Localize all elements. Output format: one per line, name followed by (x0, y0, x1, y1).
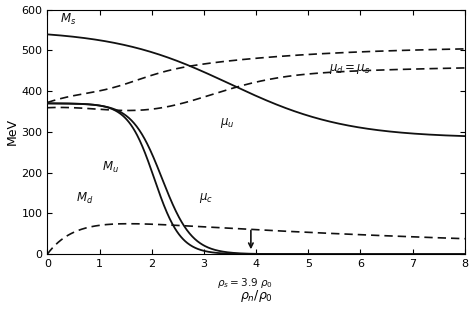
X-axis label: $\rho_n / \rho_0$: $\rho_n / \rho_0$ (240, 288, 273, 304)
Y-axis label: MeV: MeV (6, 118, 18, 145)
Text: $\mu_c$: $\mu_c$ (199, 191, 213, 205)
Text: $\rho_s = 3.9\ \rho_0$: $\rho_s = 3.9\ \rho_0$ (217, 276, 273, 290)
Text: $\mu_u$: $\mu_u$ (219, 116, 234, 130)
Text: $M_s$: $M_s$ (60, 11, 77, 27)
Text: $\mu_d = \mu_s$: $\mu_d = \mu_s$ (329, 62, 370, 76)
Text: $M_u$: $M_u$ (102, 160, 119, 175)
Text: $M_d$: $M_d$ (76, 191, 93, 206)
